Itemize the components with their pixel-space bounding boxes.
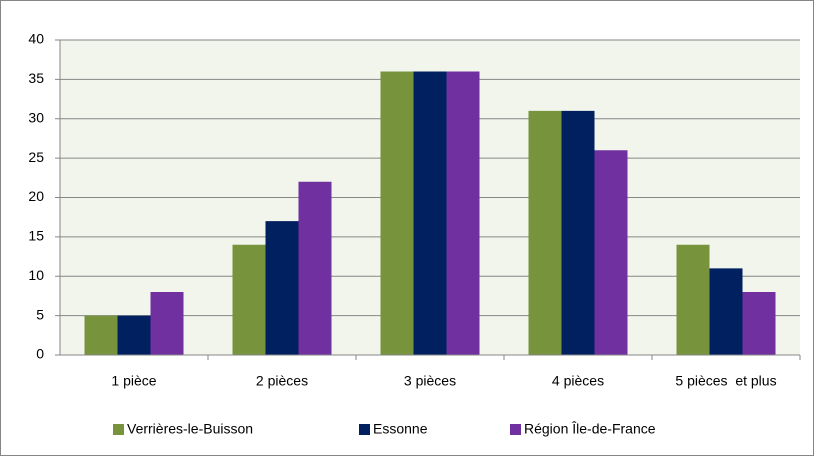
y-tick-label: 5 [36, 306, 44, 322]
bar [561, 110, 595, 355]
bar [150, 292, 184, 355]
y-tick-label: 0 [36, 346, 44, 362]
x-tick-label: 3 pièces [404, 373, 456, 389]
bar [380, 71, 414, 355]
x-tick-label: 4 pièces [552, 373, 604, 389]
y-tick-label: 10 [28, 267, 44, 283]
legend-swatch [359, 424, 370, 435]
y-tick-label: 20 [28, 188, 44, 204]
x-tick-label: 2 pièces [256, 373, 308, 389]
y-tick-label: 40 [28, 31, 44, 47]
bar [528, 110, 562, 355]
y-tick-label: 15 [28, 228, 44, 244]
legend-label: Verrières-le-Buisson [127, 421, 253, 437]
bar [709, 268, 743, 355]
y-tick-label: 30 [28, 109, 44, 125]
bar [446, 71, 480, 355]
legend-swatch [113, 424, 124, 435]
bar [265, 221, 299, 355]
legend-label: Région Île-de-France [524, 421, 656, 437]
bar [117, 315, 151, 355]
x-tick-label: 5 pièces et plus [675, 373, 776, 389]
bar [298, 181, 332, 355]
bar [413, 71, 447, 355]
bar [594, 150, 628, 355]
legend-label: Essonne [373, 421, 428, 437]
y-tick-label: 35 [28, 70, 44, 86]
bar [232, 244, 266, 355]
legend-swatch [510, 424, 521, 435]
bar [676, 244, 710, 355]
y-tick-label: 25 [28, 149, 44, 165]
bar [742, 292, 776, 355]
x-tick-label: 1 pièce [111, 373, 156, 389]
bar [84, 315, 118, 355]
